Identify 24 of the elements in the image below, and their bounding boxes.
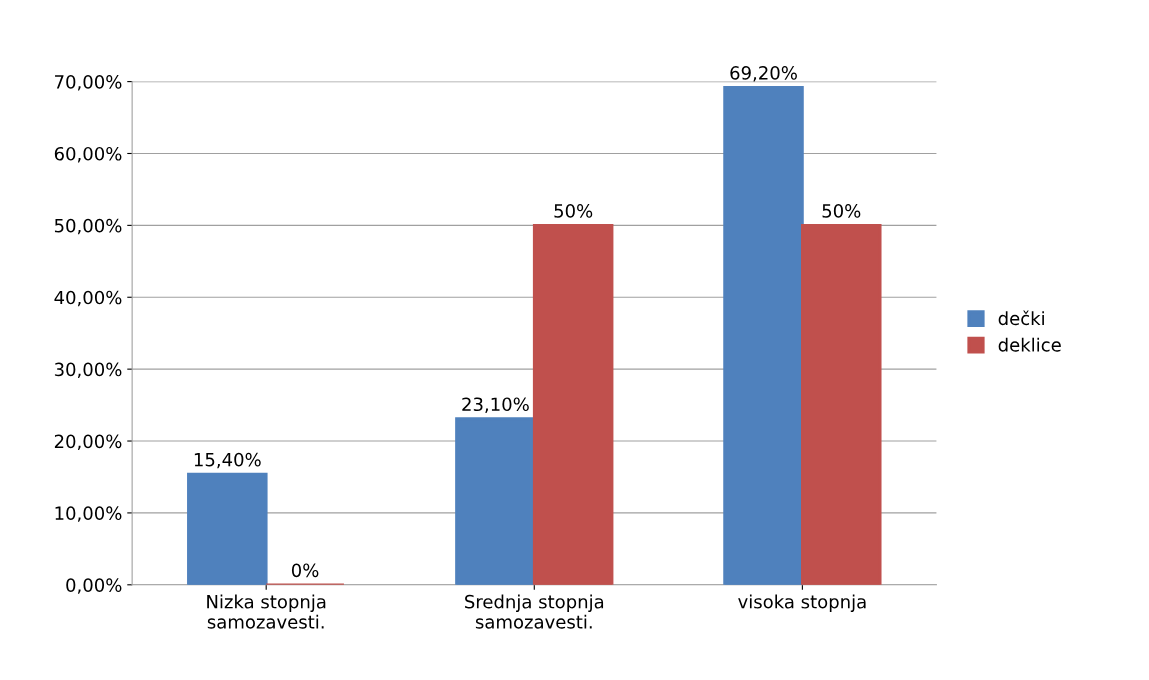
legend-label: dečki: [998, 310, 1044, 326]
bar: [532, 223, 614, 585]
y-tick-label: 0,00%: [66, 578, 122, 594]
bar: [800, 223, 882, 585]
y-tick-label: 40,00%: [54, 290, 122, 307]
data-label: 0%: [291, 563, 319, 578]
data-label: 15,40%: [194, 452, 261, 469]
y-tick-label: 70,00%: [55, 75, 122, 91]
data-label: 23,10%: [462, 397, 529, 413]
bar: [455, 417, 536, 585]
x-tick-label: visoka stopnja: [738, 594, 866, 612]
x-tick-label: Nizka stopnja samozavesti.: [207, 594, 326, 629]
y-tick-label: 10,00%: [55, 506, 122, 522]
bar: [723, 85, 804, 585]
data-label: 69,20%: [730, 66, 797, 82]
y-tick-label: 30,00%: [54, 362, 122, 379]
legend-label: deklice: [998, 337, 1061, 352]
y-tick-label: 50,00%: [54, 218, 122, 235]
data-label: 50%: [554, 204, 593, 218]
bar: [187, 472, 268, 585]
y-tick-label: 20,00%: [54, 434, 122, 450]
data-label: 50%: [822, 204, 861, 218]
x-tick-label: Srednja stopnja samozavesti.: [465, 594, 604, 629]
y-tick-label: 60,00%: [54, 146, 122, 163]
